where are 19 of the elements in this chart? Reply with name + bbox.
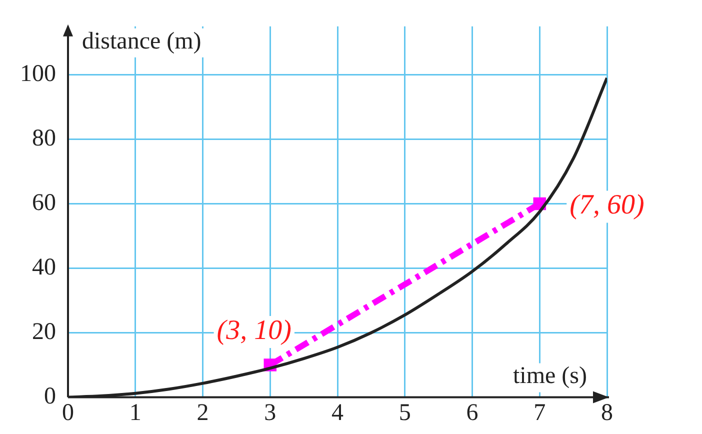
x-tick-label: 8 (601, 400, 613, 426)
y-tick-label: 60 (32, 190, 56, 216)
annotation: (7, 60) (570, 190, 644, 221)
x-tick-label: 5 (398, 400, 411, 426)
y-tick-label: 20 (32, 319, 56, 346)
x-tick-label: 0 (62, 400, 74, 426)
x-axis-title: time (s) (513, 363, 587, 390)
x-tick-label: 3 (264, 400, 276, 426)
x-tick-label: 4 (332, 400, 344, 426)
y-tick-label: 0 (44, 383, 56, 410)
x-tick-label: 1 (129, 400, 142, 426)
y-tick-label: 40 (32, 254, 56, 281)
y-tick-label: 80 (32, 126, 56, 152)
y-tick-label: 100 (20, 61, 56, 88)
x-tick-label: 2 (196, 400, 209, 426)
x-tick-label: 7 (534, 400, 546, 426)
x-tick-label: 6 (466, 400, 478, 426)
annotation: (3, 10) (216, 314, 292, 346)
y-axis-title: distance (m) (82, 28, 202, 54)
